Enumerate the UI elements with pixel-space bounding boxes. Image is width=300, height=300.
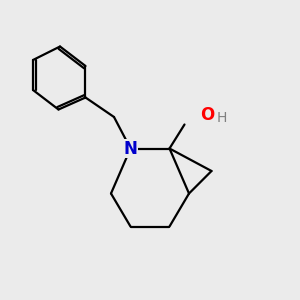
Text: O: O — [200, 106, 214, 124]
Text: H: H — [216, 112, 226, 125]
Text: N: N — [124, 140, 137, 158]
